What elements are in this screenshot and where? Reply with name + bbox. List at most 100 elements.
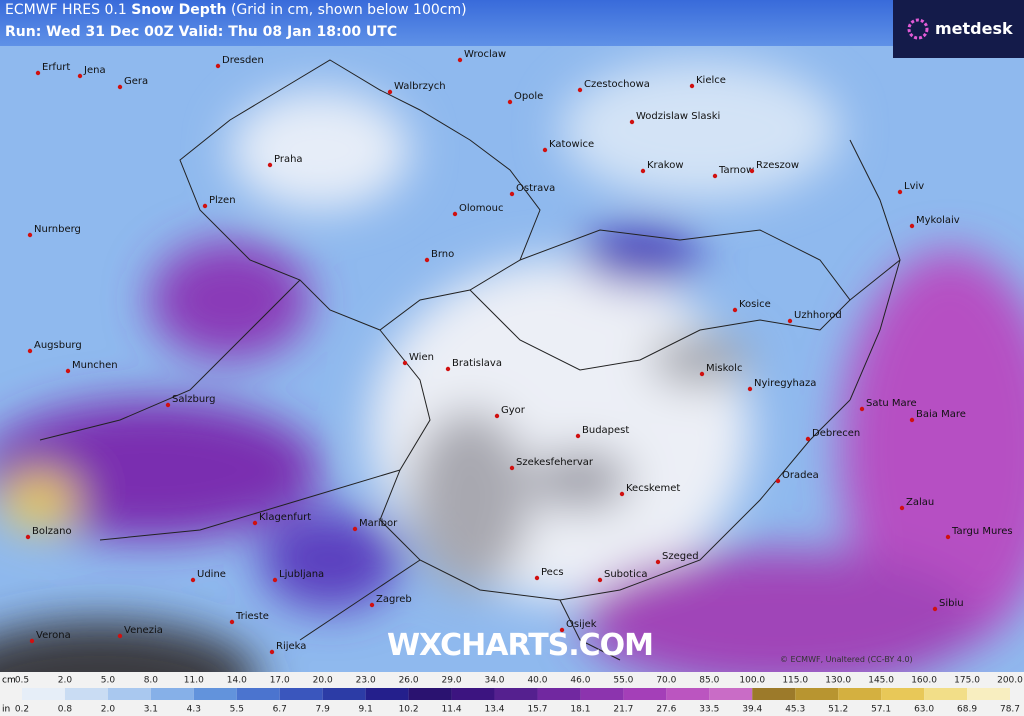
- city-label: Augsburg: [34, 340, 82, 351]
- city-dot: [29, 638, 35, 644]
- legend-swatch: [881, 688, 925, 700]
- city-dot: [494, 413, 500, 419]
- legend-label: 175.0: [954, 676, 980, 686]
- city-dot: [577, 87, 583, 93]
- city-label: Plzen: [209, 195, 236, 206]
- city-label: Wroclaw: [464, 49, 506, 60]
- legend-swatch: [795, 688, 839, 700]
- city-label: Praha: [274, 154, 303, 165]
- city-label: Trieste: [235, 611, 269, 622]
- city-dot: [909, 417, 915, 423]
- legend-label: 4.3: [187, 705, 201, 715]
- legend-label: 145.0: [868, 676, 894, 686]
- city-dot: [117, 633, 123, 639]
- city-label: Ljubljana: [279, 569, 324, 580]
- city-label: Jena: [83, 65, 106, 76]
- city-dot: [509, 191, 515, 197]
- legend-label: 15.7: [527, 705, 547, 715]
- city-dot: [457, 57, 463, 63]
- city-dot: [712, 173, 718, 179]
- legend-swatch: [279, 688, 323, 700]
- legend-label: 6.7: [273, 705, 287, 715]
- city-dot: [559, 627, 565, 633]
- city-dot: [689, 83, 695, 89]
- city-dot: [507, 99, 513, 105]
- city-dot: [787, 318, 793, 324]
- watermark: WXCHARTS.COM: [387, 628, 653, 663]
- legend-label: 13.4: [484, 705, 504, 715]
- city-label: Ostrava: [516, 183, 555, 194]
- city-dot: [272, 577, 278, 583]
- city-dot: [749, 168, 755, 174]
- city-dot: [534, 575, 540, 581]
- city-dot: [655, 559, 661, 565]
- legend-swatch: [365, 688, 409, 700]
- legend: 0.5 2.0 5.0 8.0 11.0 14.0 17.0 20.0 23.0 26.0 29.0…: [15, 676, 1023, 715]
- city-dot: [452, 211, 458, 217]
- city-label: Satu Mare: [866, 398, 917, 409]
- city-dot: [932, 606, 938, 612]
- city-label: Gera: [124, 76, 148, 87]
- city-dot: [267, 162, 273, 168]
- legend-label: 68.9: [957, 705, 977, 715]
- city-labels: Wroclaw Erfurt Jena Dresden Gera Walbrzych Opo…: [25, 49, 1013, 655]
- legend-swatch: [838, 688, 882, 700]
- city-label: Wodzislaw Slaski: [636, 111, 720, 122]
- header-band: [0, 0, 1024, 46]
- city-dot: [424, 257, 430, 263]
- city-label: Walbrzych: [394, 81, 446, 92]
- city-dot: [619, 491, 625, 497]
- legend-label: 9.1: [358, 705, 372, 715]
- legend-unit: cm: [2, 676, 16, 686]
- legend-label: 160.0: [911, 676, 937, 686]
- logo-icon: [907, 18, 929, 40]
- city-dot: [805, 436, 811, 442]
- city-dot: [35, 70, 41, 76]
- city-label: Tarnow: [718, 165, 754, 176]
- legend-swatch: [451, 688, 495, 700]
- city-label: Krakow: [647, 160, 684, 171]
- city-label: Budapest: [582, 425, 629, 436]
- legend-label: 7.9: [316, 705, 331, 715]
- city-label: Subotica: [604, 569, 647, 580]
- city-label: Kosice: [739, 299, 771, 310]
- city-dot: [165, 402, 171, 408]
- legend-label: 33.5: [699, 705, 719, 715]
- city-label: Rzeszow: [756, 160, 799, 171]
- city-label: Udine: [197, 569, 226, 580]
- legend-label: 57.1: [871, 705, 891, 715]
- legend-swatch: [236, 688, 280, 700]
- city-dot: [597, 577, 603, 583]
- legend-label: 0.8: [58, 705, 73, 715]
- city-label: Brno: [431, 249, 454, 260]
- city-label: Nyiregyhaza: [754, 378, 816, 389]
- city-dot: [202, 203, 208, 209]
- legend-label: 0.2: [15, 705, 29, 715]
- legend-label: 40.0: [527, 676, 547, 686]
- city-dot: [27, 232, 33, 238]
- city-dot: [25, 534, 31, 540]
- legend-swatch: [64, 688, 108, 700]
- credit: © ECMWF, Unaltered (CC-BY 4.0): [780, 655, 913, 664]
- logo-box: [893, 0, 1024, 58]
- legend-label: 18.1: [570, 705, 590, 715]
- city-dot: [269, 649, 275, 655]
- city-label: Debrecen: [812, 428, 860, 439]
- city-label: Kielce: [696, 75, 726, 86]
- legend-label: 29.0: [442, 676, 462, 686]
- legend-label: 26.0: [399, 676, 419, 686]
- legend-label: 200.0: [997, 676, 1023, 686]
- legend-swatch: [623, 688, 667, 700]
- legend-label: 11.0: [184, 676, 204, 686]
- legend-swatch: [22, 688, 65, 700]
- legend-label: 85.0: [699, 676, 719, 686]
- city-label: Lviv: [904, 181, 924, 192]
- city-label: Sibiu: [939, 598, 964, 609]
- city-dot: [575, 433, 581, 439]
- legend-label: 3.1: [144, 705, 158, 715]
- legend-label: 115.0: [782, 676, 808, 686]
- legend-label: 17.0: [270, 676, 290, 686]
- city-label: Rijeka: [276, 641, 306, 652]
- legend-label: 78.7: [1000, 705, 1020, 715]
